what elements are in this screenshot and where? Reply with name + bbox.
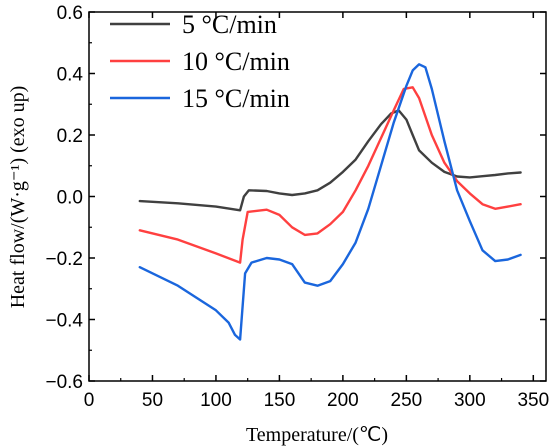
series-line-2	[138, 86, 522, 264]
series-line-1	[138, 109, 522, 212]
x-tick-label: 100	[200, 390, 232, 411]
series-line-3	[138, 63, 522, 341]
legend-label-2: 10 °C/min	[182, 47, 290, 76]
y-tick-label: 0.0	[57, 188, 83, 209]
y-tick-label: −0.4	[45, 311, 83, 332]
x-tick-label: 50	[142, 390, 163, 411]
y-axis-title: Heat flow/(W·g⁻¹) (exo up)	[7, 86, 29, 309]
y-tick-label: 0.2	[57, 126, 83, 147]
legend-label-1: 5 °C/min	[182, 10, 277, 39]
x-tick-label: 150	[264, 390, 296, 411]
x-tick-label: 250	[391, 390, 423, 411]
x-tick-label: 200	[327, 390, 359, 411]
x-axis-title: Temperature/(℃)	[246, 424, 388, 446]
x-tick-label: 350	[517, 390, 549, 411]
x-tick-label: 300	[454, 390, 486, 411]
legend-label-3: 15 °C/min	[182, 84, 290, 113]
y-tick-label: 0.4	[57, 65, 84, 86]
x-tick-label: 0	[84, 390, 95, 411]
y-tick-label: −0.6	[45, 372, 83, 393]
plot-frame	[88, 11, 547, 382]
y-tick-label: 0.6	[57, 3, 83, 24]
y-tick-label: −0.2	[45, 249, 83, 270]
